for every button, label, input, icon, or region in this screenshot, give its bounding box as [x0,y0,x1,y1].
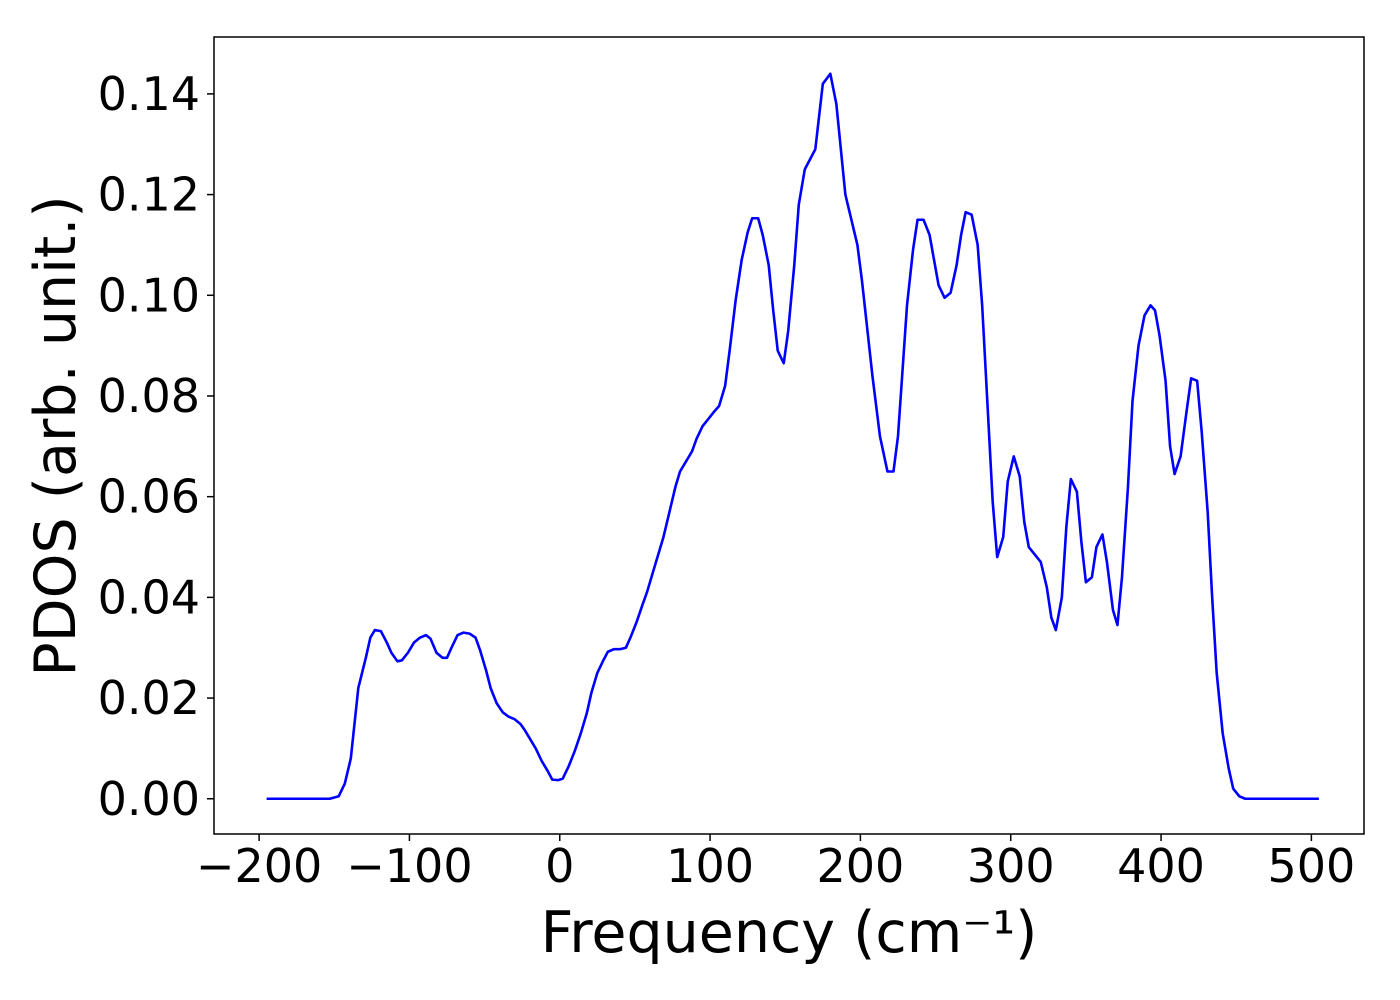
x-tick-label: 200 [816,839,904,893]
y-tick-label: 0.06 [98,470,200,524]
x-axis-label: Frequency (cm⁻¹) [541,900,1038,966]
y-tick-label: 0.08 [98,369,200,423]
x-tick-label: 500 [1267,839,1355,893]
y-tick-label: 0.00 [98,772,200,826]
y-tick-label: 0.10 [98,268,200,322]
x-tick-label: −100 [346,839,472,893]
y-tick-label: 0.02 [98,671,200,725]
y-tick-label: 0.04 [98,570,200,624]
x-tick-label: −200 [196,839,322,893]
y-axis-label: PDOS (arb. unit.) [23,195,89,676]
y-tick-label: 0.14 [98,67,200,121]
y-tick-label: 0.12 [98,168,200,222]
x-tick-label: 100 [666,839,754,893]
x-tick-label: 0 [545,839,574,893]
data-line [266,72,1319,801]
plot-frame [213,36,1365,835]
x-tick-label: 400 [1117,839,1205,893]
x-tick-label: 300 [967,839,1055,893]
